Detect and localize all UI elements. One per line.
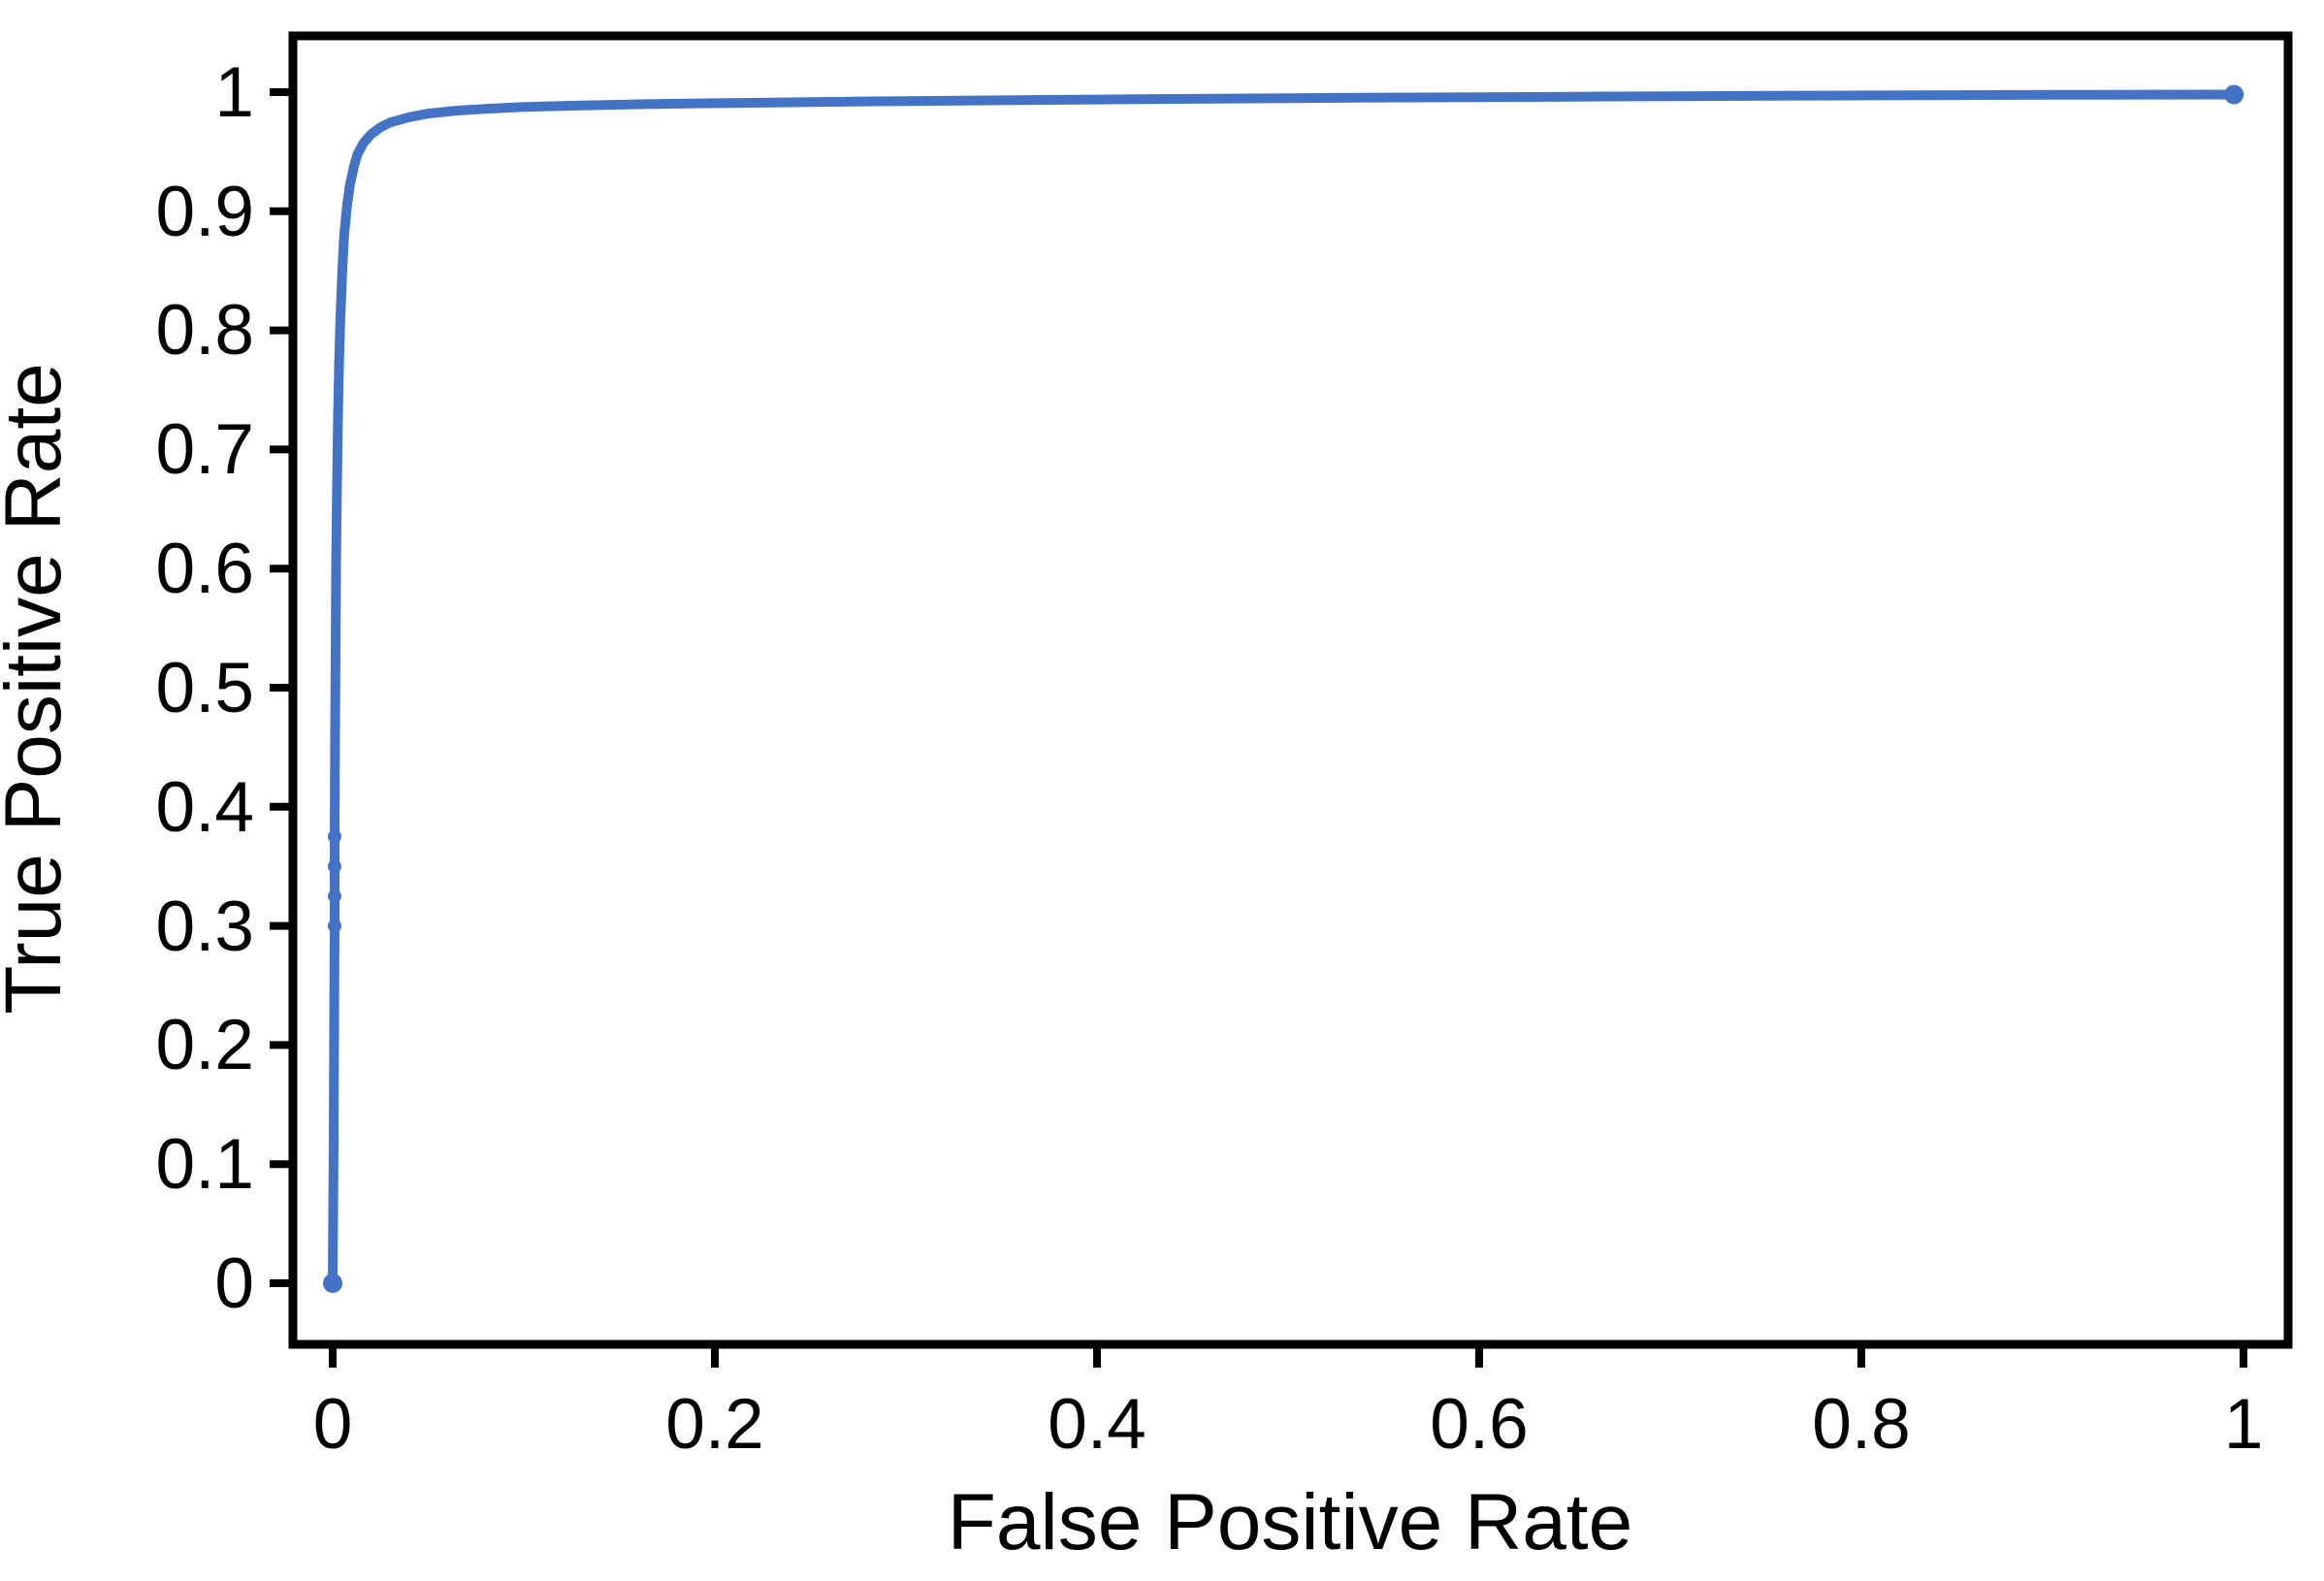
curve-end-marker <box>2224 84 2244 105</box>
plot-border <box>288 31 2293 1349</box>
x-tick-label-0.2: 0.2 <box>665 1385 763 1464</box>
y-axis-ticks <box>270 88 293 1287</box>
x-tick-label-0.6: 0.6 <box>1430 1385 1528 1464</box>
y-axis-tick-labels: 0 0.1 0.2 0.3 0.4 0.5 0.6 0.7 0.8 0.9 1 <box>156 53 254 1323</box>
y-tick-label-0.3: 0.3 <box>156 887 254 966</box>
y-tick-label-0: 0 <box>214 1244 254 1323</box>
x-axis-ticks <box>329 1344 2247 1368</box>
roc-curve-line <box>328 89 2240 1288</box>
y-tick-label-0.2: 0.2 <box>156 1006 254 1084</box>
y-tick-label-0.9: 0.9 <box>156 173 254 251</box>
curve-point-marker <box>328 859 341 874</box>
y-tick-label-0.8: 0.8 <box>156 291 254 370</box>
x-axis-tick-labels: 0 0.2 0.4 0.6 0.8 1 <box>313 1385 2264 1464</box>
y-tick-label-0.1: 0.1 <box>156 1125 254 1204</box>
y-axis-title: True Positive Rate <box>0 363 78 1014</box>
x-axis-title: False Positive Rate <box>948 1478 1632 1566</box>
y-tick-label-0.6: 0.6 <box>156 530 254 608</box>
x-tick-label-0.8: 0.8 <box>1812 1385 1910 1464</box>
x-tick-label-0: 0 <box>313 1385 353 1464</box>
y-tick-label-0.4: 0.4 <box>156 768 254 847</box>
y-tick-label-0.7: 0.7 <box>156 410 254 489</box>
curve-point-marker <box>328 829 341 844</box>
y-tick-label-0.5: 0.5 <box>156 649 254 727</box>
x-tick-label-0.4: 0.4 <box>1048 1385 1146 1464</box>
curve-point-marker <box>328 919 341 933</box>
curve-start-marker <box>323 1274 342 1293</box>
y-tick-label-1: 1 <box>214 53 254 132</box>
curve-point-marker <box>328 888 341 903</box>
roc-curve-markers <box>323 84 2244 1293</box>
x-tick-label-1: 1 <box>2224 1385 2264 1464</box>
